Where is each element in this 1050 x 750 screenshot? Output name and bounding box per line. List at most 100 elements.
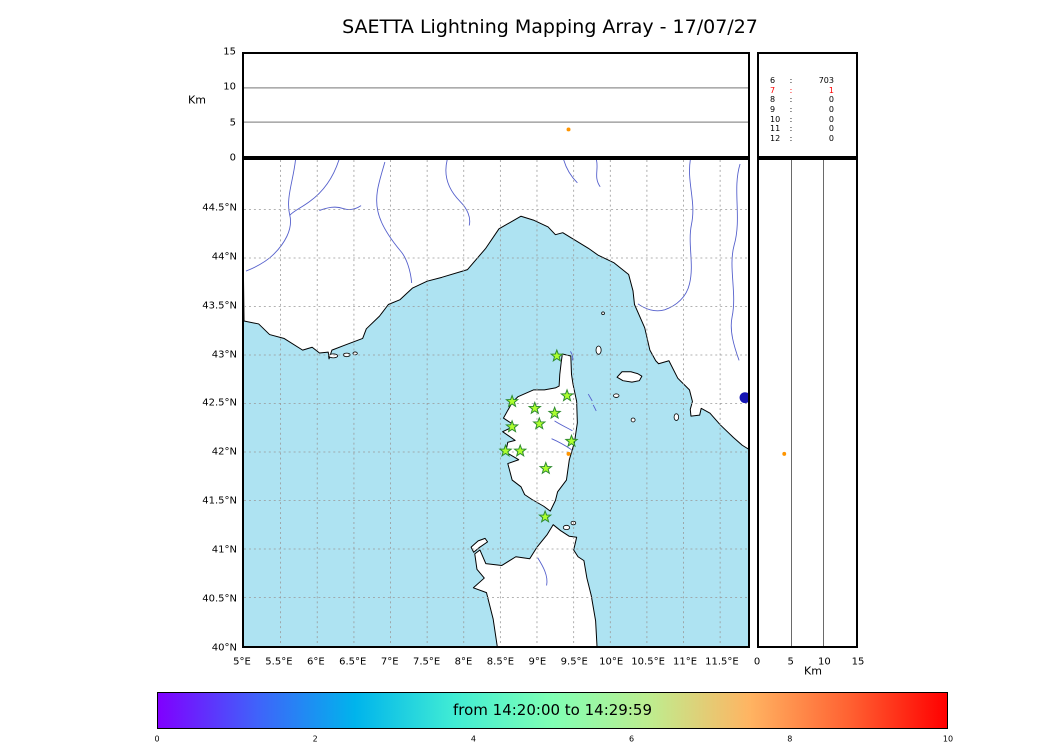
longitude-tick-label: 7°E (380, 656, 399, 668)
river-line (570, 351, 574, 361)
station-star-marker (538, 509, 553, 523)
river-line (595, 160, 601, 188)
river-line (376, 161, 413, 284)
lightning-source-dot (566, 451, 571, 456)
station-count-value: 0 (828, 95, 834, 105)
latitude-tick-label: 44°N (211, 251, 237, 263)
altitude-latitude-grid (782, 160, 824, 646)
altitude-latitude-plot (782, 160, 824, 646)
island-montecristo (630, 417, 636, 423)
station-count-label: 6 (770, 76, 776, 85)
map-panel (242, 158, 750, 648)
station-count-label: 7 (770, 85, 776, 95)
longitude-tick-label: 6.5°E (339, 656, 367, 668)
river-line (554, 420, 573, 432)
coastline-corsica (502, 353, 578, 512)
island-elba (616, 371, 643, 383)
lake-marker (739, 392, 748, 404)
colorbar-tick-label: 4 (470, 734, 476, 744)
latitude-tick-label: 44.5°N (202, 202, 237, 214)
station-count-row: 12: 0 (759, 134, 856, 144)
longitude-tick-label: 8°E (454, 656, 473, 668)
altitude-km-tick-label: 5 (787, 656, 794, 668)
station-count-row: 6: 703 (759, 76, 856, 86)
longitude-tick-label: 9.5°E (560, 656, 588, 668)
station-star-marker (505, 419, 520, 433)
coastline-mainland (244, 160, 748, 450)
altitude-tick-label: 15 (223, 46, 236, 58)
coastline-sardinia (472, 524, 598, 646)
longitude-tick-label: 7.5°E (412, 656, 441, 668)
island-giglio (673, 413, 680, 421)
altitude-vs-latitude-panel (757, 158, 858, 648)
station-count-colon: : (789, 85, 793, 95)
station-count-rows: 6: 703 7: 1 8: 0 9: 0 10: 0 11: 0 12: 0 (759, 54, 856, 144)
station-count-row: 10: 0 (759, 115, 856, 125)
station-star-marker (527, 400, 542, 415)
time-colorbar: from 14:20:00 to 14:29:59 (157, 692, 948, 729)
station-count-row: 8: 0 (759, 95, 856, 105)
island-porquerolles (328, 353, 339, 359)
river-line (289, 160, 340, 216)
station-count-label: 11 (770, 124, 781, 134)
longitude-tick-label: 10°E (599, 656, 624, 668)
altitude-vs-longitude-panel (242, 52, 750, 158)
station-count-value: 0 (828, 105, 834, 115)
station-count-row: 7: 1 (759, 86, 856, 96)
station-count-label: 12 (770, 134, 781, 144)
station-count-label: 9 (770, 105, 776, 115)
island-la-maddalena (562, 524, 571, 531)
rivers (245, 160, 741, 586)
river-line (730, 163, 741, 361)
longitude-tick-label: 8.5°E (486, 656, 515, 668)
station-star-marker (549, 348, 564, 362)
colorbar-tick-label: 10 (942, 734, 954, 744)
altitude-longitude-plot (244, 87, 748, 132)
altitude-axis-label-left: Km (188, 93, 206, 107)
station-star-marker (560, 388, 575, 402)
station-count-row: 11: 0 (759, 124, 856, 134)
longitude-tick-label: 11.5°E (705, 656, 739, 668)
station-star-marker (538, 461, 553, 475)
longitude-tick-label: 6°E (306, 656, 325, 668)
altitude-km-tick-label: 15 (851, 656, 865, 668)
altitude-km-tick-label: 0 (753, 656, 761, 668)
station-count-label: 10 (770, 114, 781, 124)
station-count-row: 9: 0 (759, 105, 856, 115)
station-count-panel: 6: 703 7: 1 8: 0 9: 0 10: 0 11: 0 12: 0 (757, 52, 858, 158)
island-gorgona (601, 311, 605, 316)
altitude-axis-label-bottom: Km (804, 664, 822, 678)
river-line (587, 393, 593, 402)
station-star-marker (505, 394, 520, 408)
river-line (637, 160, 694, 312)
longitude-tick-label: 5.5°E (265, 656, 293, 668)
river-line (245, 160, 296, 272)
latitude-tick-label: 42.5°N (202, 397, 237, 409)
river-line (563, 160, 578, 184)
figure-title: SAETTA Lightning Mapping Array - 17/07/2… (342, 16, 758, 38)
altitude-km-tick-label: 10 (817, 656, 831, 668)
altitude-tick-label: 0 (229, 152, 236, 164)
island-pianosa (613, 393, 620, 398)
station-count-value: 0 (828, 134, 834, 144)
longitude-tick-label: 5°E (233, 656, 251, 668)
latitude-tick-label: 41.5°N (202, 495, 237, 507)
river-line (319, 205, 362, 212)
latitude-tick-label: 40.5°N (202, 593, 237, 605)
river-line (551, 438, 572, 450)
station-count-value: 0 (828, 114, 834, 124)
longitude-tick-label: 11°E (672, 656, 698, 668)
island-capraia (595, 345, 602, 355)
map-plot (244, 160, 748, 646)
landmasses (244, 160, 748, 646)
longitude-tick-label: 10.5°E (631, 656, 665, 668)
colorbar-time-range-label: from 14:20:00 to 14:29:59 (452, 701, 652, 719)
station-count-value: 0 (828, 124, 834, 134)
station-count-value: 703 (818, 76, 834, 85)
station-count-colon: : (789, 76, 793, 85)
colorbar-tick-label: 8 (787, 734, 793, 744)
altitude-longitude-grid (244, 87, 748, 132)
latitude-tick-label: 43°N (211, 349, 237, 361)
latitude-tick-label: 42°N (211, 446, 237, 458)
